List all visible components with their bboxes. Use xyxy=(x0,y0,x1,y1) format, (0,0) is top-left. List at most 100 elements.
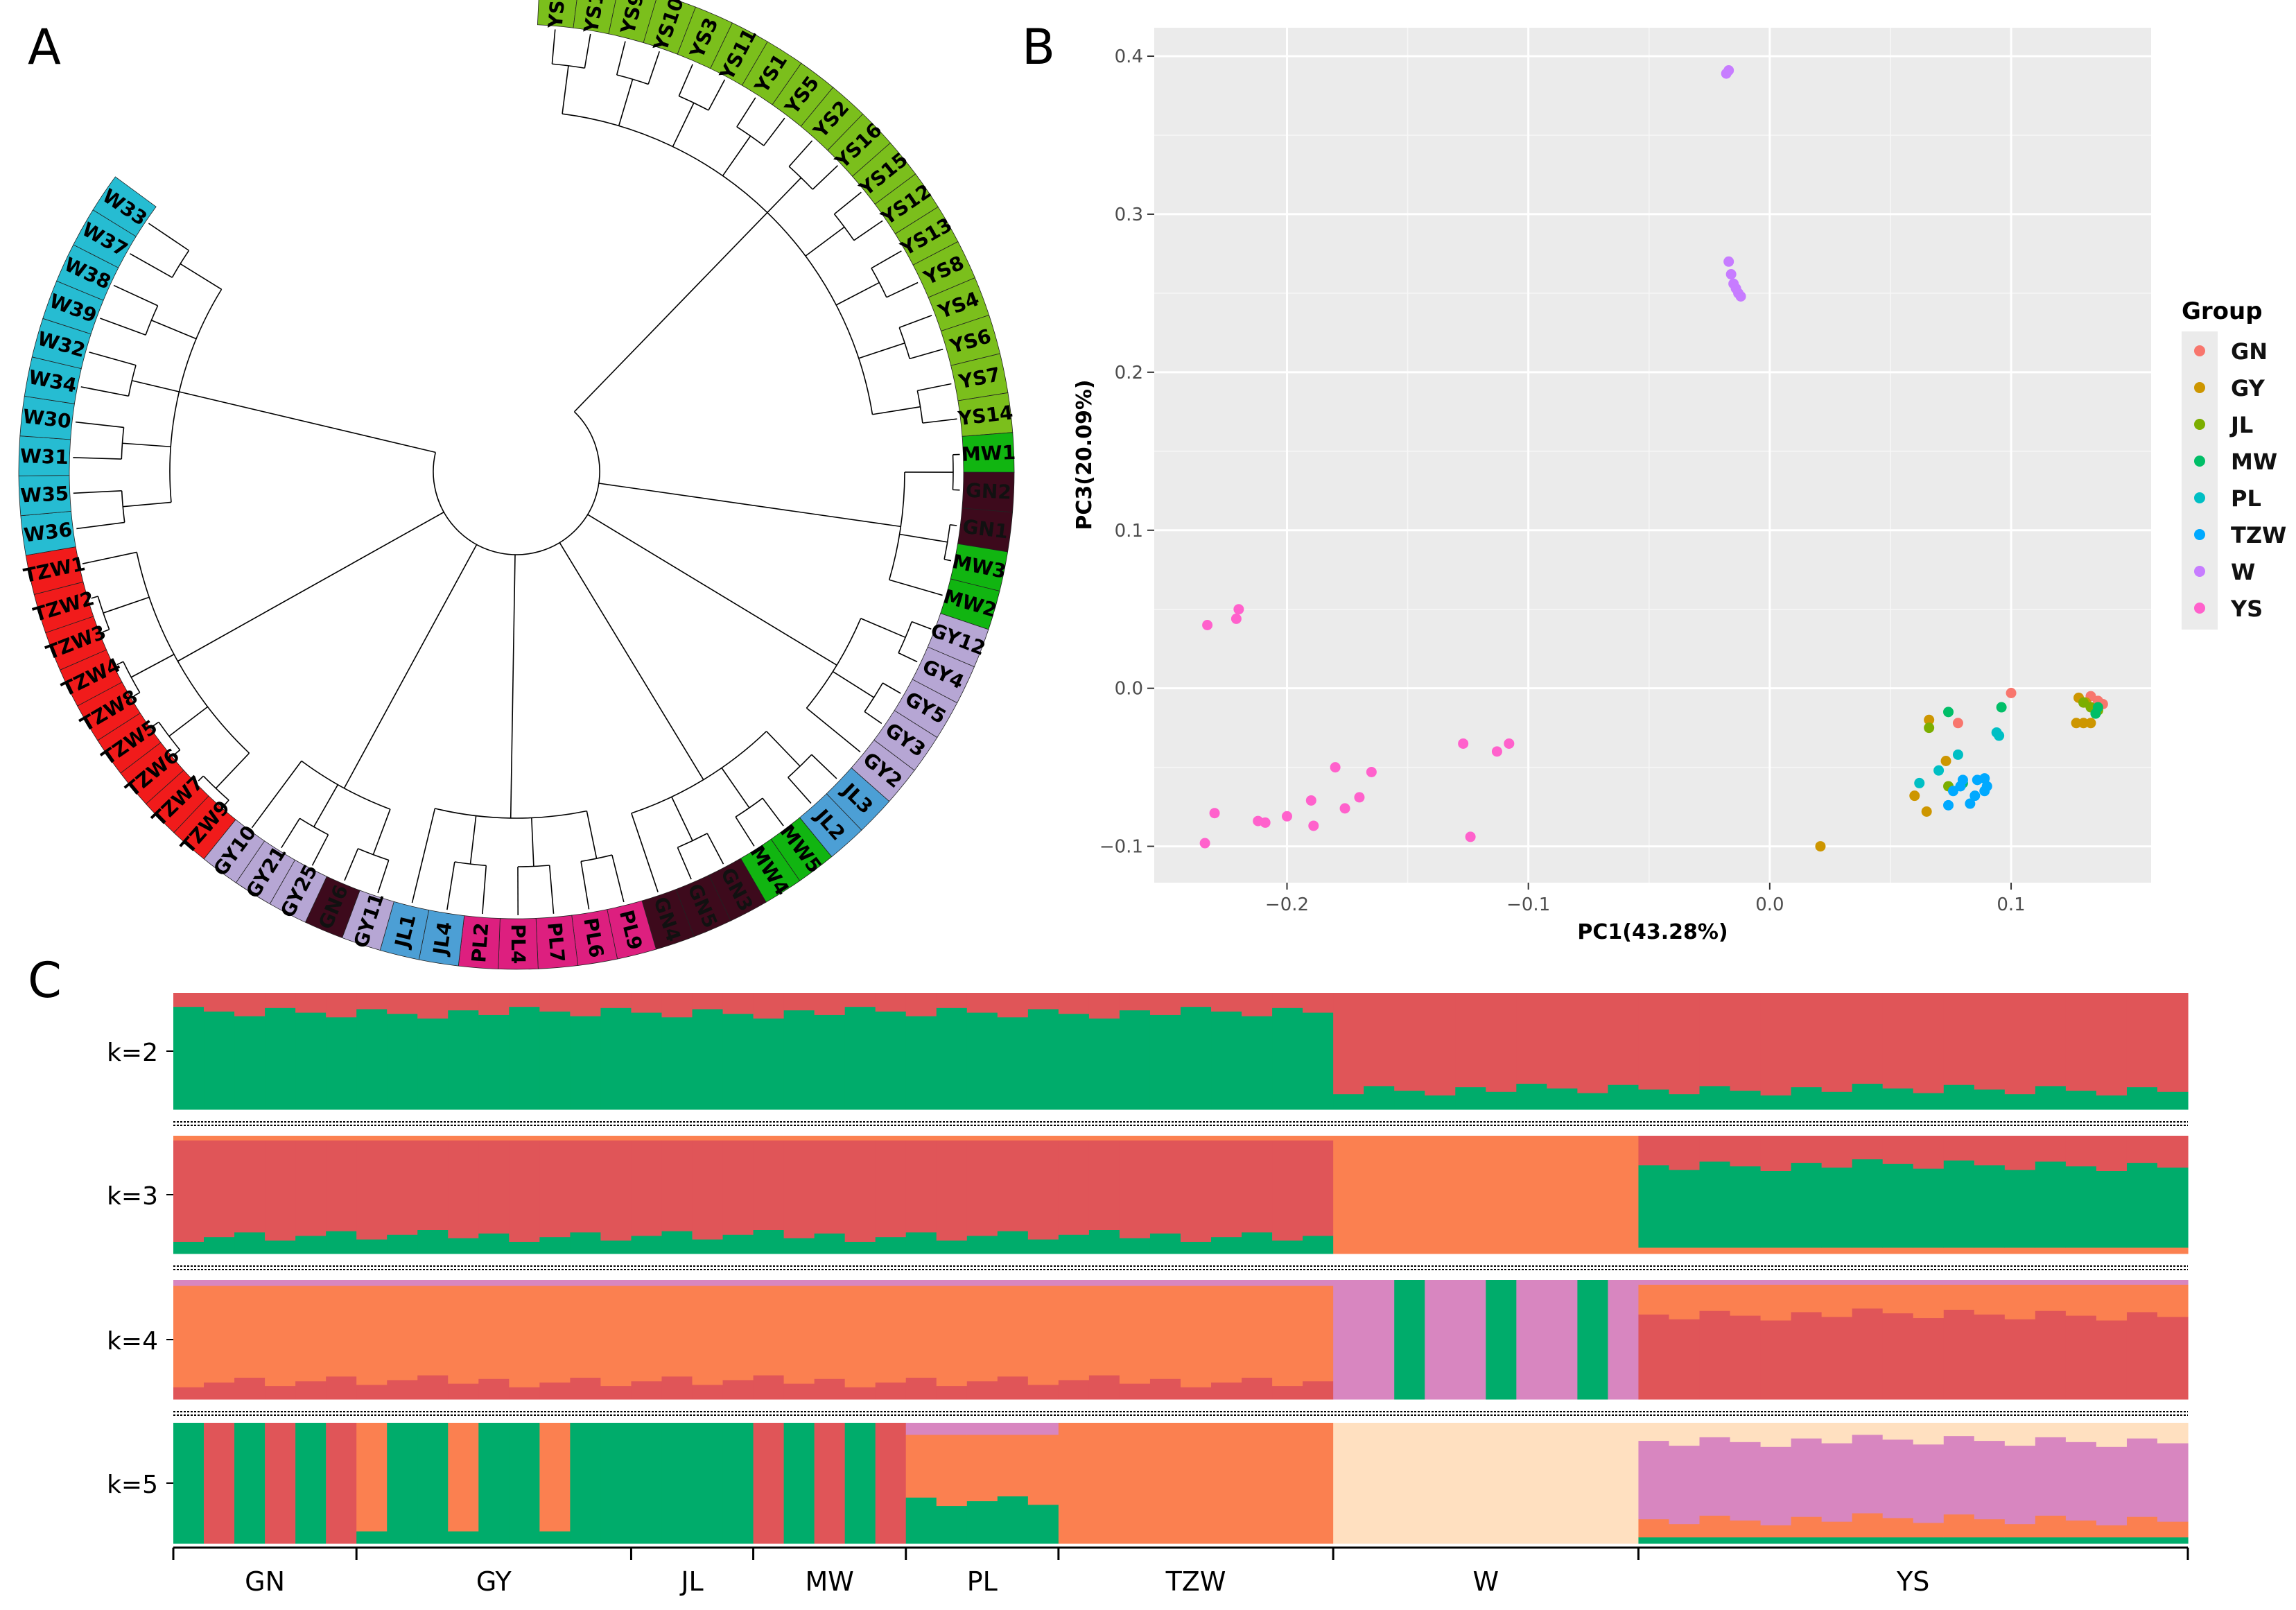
tree-branch xyxy=(833,670,875,698)
admixture-bar xyxy=(1486,1280,1517,1400)
admixture-bar xyxy=(1608,1136,1640,1254)
admixture-bar xyxy=(661,1140,693,1232)
legend-label-mw: MW xyxy=(2231,449,2277,475)
tree-branch xyxy=(215,752,250,789)
admixture-bar xyxy=(783,1010,815,1110)
admixture-bar xyxy=(1760,1136,1792,1172)
admixture-bar xyxy=(661,1017,693,1110)
admixture-bar xyxy=(204,993,235,1012)
admixture-bar xyxy=(1760,1095,1792,1110)
admixture-bar xyxy=(753,1286,785,1376)
admixture-bar xyxy=(234,1232,266,1254)
data-point-tzw xyxy=(1979,786,1990,797)
data-point-pl xyxy=(1952,749,1963,760)
tree-branch xyxy=(313,784,339,827)
admixture-bar xyxy=(1760,1537,1792,1544)
tree-branch xyxy=(123,661,141,693)
admixture-bar xyxy=(753,1230,785,1254)
admixture-bar xyxy=(1119,993,1151,1011)
tree-branch xyxy=(133,692,141,697)
admixture-bar xyxy=(2004,1136,2036,1170)
x-axis-label: PC1(43.28%) xyxy=(1577,920,1728,944)
admixture-bar xyxy=(387,1140,418,1236)
admixture-bar xyxy=(295,1136,327,1141)
admixture-bar xyxy=(2004,1423,2036,1446)
tree-branch xyxy=(177,511,444,662)
data-point-gy xyxy=(2071,718,2082,729)
tree-branch xyxy=(860,618,906,639)
data-point-ys xyxy=(1305,795,1316,806)
admixture-bar xyxy=(1149,1280,1181,1287)
admixture-bar xyxy=(1394,1091,1425,1110)
admixture-bar xyxy=(1760,993,1792,1096)
admixture-bar xyxy=(1882,1518,1914,1538)
admixture-bar xyxy=(1760,1320,1792,1400)
admixture-bar xyxy=(539,1237,571,1254)
admixture-bar xyxy=(1913,1280,1945,1286)
admixture-bar xyxy=(539,1011,571,1110)
admixture-bar xyxy=(2035,1515,2067,1538)
admixture-bar xyxy=(1699,1280,1731,1286)
admixture-bar xyxy=(417,1375,449,1400)
admixture-bar xyxy=(1211,1382,1242,1400)
admixture-bar xyxy=(1608,1084,1640,1110)
admixture-bar xyxy=(2065,1136,2097,1167)
admixture-bar xyxy=(1272,1386,1303,1400)
tree-branch xyxy=(372,808,391,855)
tree-branch xyxy=(616,41,626,76)
admixture-bar xyxy=(387,993,418,1014)
admixture-bar xyxy=(753,1375,785,1400)
admixture-bar xyxy=(1516,993,1547,1084)
admixture-bar xyxy=(1913,1523,1945,1538)
admixture-bar xyxy=(326,1286,357,1377)
tree-branch xyxy=(672,103,695,147)
admixture-bar xyxy=(478,993,510,1016)
admixture-bar xyxy=(1638,1441,1670,1520)
admixture-bar xyxy=(905,1423,937,1435)
admixture-bar xyxy=(448,993,479,1011)
tree-leaf-label: W30 xyxy=(21,405,72,433)
tree-branch xyxy=(76,521,125,530)
admixture-bar xyxy=(1730,993,1762,1091)
tree-branch xyxy=(882,682,901,694)
admixture-bar xyxy=(1088,1140,1120,1231)
data-point-gy xyxy=(1921,806,1932,817)
admixture-bar xyxy=(1638,1423,1670,1442)
admixture-bar xyxy=(1333,1280,1364,1400)
tree-branch xyxy=(344,848,359,881)
admixture-bar xyxy=(1027,1140,1059,1240)
admixture-bar xyxy=(295,993,327,1014)
tree-branch xyxy=(122,442,171,448)
admixture-bar xyxy=(509,1387,540,1400)
admixture-bar xyxy=(1943,1514,1975,1538)
admixture-bar xyxy=(600,1140,632,1241)
admixture-bar xyxy=(326,1231,357,1254)
tree-branch xyxy=(835,282,880,306)
admixture-bar xyxy=(783,1136,815,1141)
admixture-bar xyxy=(204,1286,235,1383)
admixture-bar xyxy=(448,1383,479,1400)
tree-branch xyxy=(762,797,784,826)
admixture-bar xyxy=(173,1242,205,1254)
admixture-bar xyxy=(326,1017,357,1110)
data-point-mw xyxy=(1943,707,1954,718)
admixture-bar xyxy=(204,1237,235,1254)
admixture-bar xyxy=(783,993,815,1011)
admixture-bar xyxy=(1730,1423,1762,1443)
admixture-bar xyxy=(966,1423,998,1435)
admixture-bar xyxy=(173,1423,205,1544)
legend: Group GN GY JL MW PL TZW W YS xyxy=(2182,297,2286,630)
admixture-bar xyxy=(173,1140,205,1243)
admixture-bar xyxy=(1181,1423,1212,1544)
admixture-bar xyxy=(661,993,693,1018)
tree-branch xyxy=(898,652,918,663)
admixture-bar xyxy=(1882,1284,1914,1314)
tree-branch xyxy=(844,738,861,753)
admixture-rows: k=2 k=3 k=4 k=5 xyxy=(107,993,2189,1544)
data-point-ys xyxy=(1330,762,1341,773)
admixture-bar xyxy=(1394,1423,1425,1544)
admixture-bar xyxy=(1394,1280,1425,1400)
admixture-bar xyxy=(1730,1247,1762,1254)
admixture-bar xyxy=(1913,1284,1945,1319)
admixture-bar xyxy=(997,1140,1029,1232)
